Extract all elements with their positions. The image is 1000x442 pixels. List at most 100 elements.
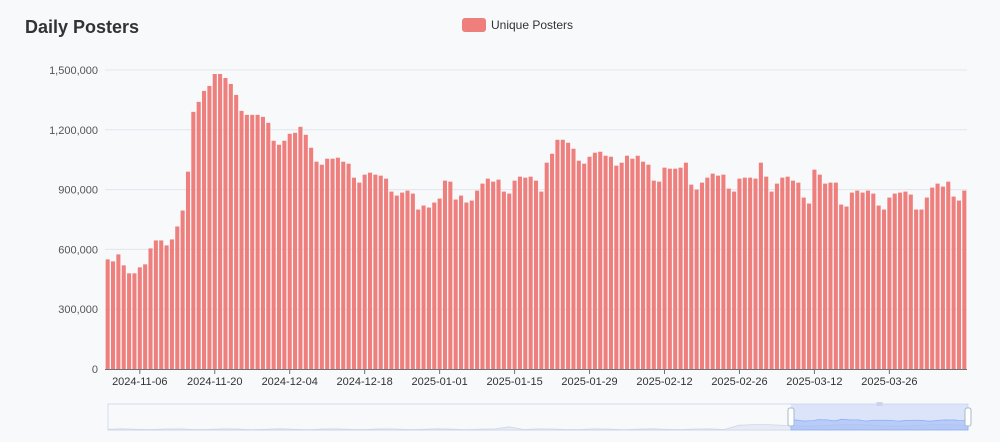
bar[interactable] bbox=[191, 111, 196, 370]
bar[interactable] bbox=[598, 151, 603, 369]
bar[interactable] bbox=[694, 189, 699, 369]
bar[interactable] bbox=[833, 182, 838, 369]
bar[interactable] bbox=[110, 261, 116, 369]
bar[interactable] bbox=[362, 174, 367, 369]
legend-item-unique-posters[interactable]: Unique Posters bbox=[462, 18, 573, 32]
bar[interactable] bbox=[373, 174, 378, 369]
bar[interactable] bbox=[662, 167, 667, 369]
bar[interactable] bbox=[560, 139, 565, 369]
zoom-selection-window[interactable] bbox=[791, 404, 968, 430]
bar[interactable] bbox=[956, 200, 962, 369]
bar[interactable] bbox=[732, 191, 737, 369]
bar[interactable] bbox=[962, 190, 967, 369]
bar[interactable] bbox=[244, 114, 249, 369]
bar[interactable] bbox=[624, 155, 630, 369]
bar[interactable] bbox=[576, 160, 581, 369]
bar[interactable] bbox=[180, 210, 185, 369]
bar[interactable] bbox=[453, 199, 458, 369]
zoom-move-handle[interactable] bbox=[876, 402, 883, 406]
bar[interactable] bbox=[314, 161, 319, 369]
bar[interactable] bbox=[716, 175, 721, 369]
bar[interactable] bbox=[807, 203, 812, 369]
bar[interactable] bbox=[881, 209, 887, 369]
bar[interactable] bbox=[914, 209, 919, 369]
bar[interactable] bbox=[116, 254, 121, 369]
bar[interactable] bbox=[860, 192, 865, 369]
bar[interactable] bbox=[603, 155, 608, 369]
bar[interactable] bbox=[699, 182, 705, 369]
bar[interactable] bbox=[641, 161, 646, 369]
bar[interactable] bbox=[480, 183, 485, 369]
bar[interactable] bbox=[137, 267, 142, 369]
bar[interactable] bbox=[844, 206, 849, 369]
bar[interactable] bbox=[523, 177, 528, 369]
bar[interactable] bbox=[416, 209, 421, 369]
bar[interactable] bbox=[378, 175, 383, 369]
bar[interactable] bbox=[169, 239, 174, 369]
bar[interactable] bbox=[207, 85, 212, 370]
bar[interactable] bbox=[651, 180, 656, 369]
bar[interactable] bbox=[517, 176, 522, 369]
bar[interactable] bbox=[823, 183, 828, 369]
bar[interactable] bbox=[742, 177, 747, 369]
bar[interactable] bbox=[319, 164, 324, 369]
bar[interactable] bbox=[887, 197, 892, 369]
bar[interactable] bbox=[812, 169, 817, 369]
bar[interactable] bbox=[351, 177, 356, 369]
bar[interactable] bbox=[260, 116, 265, 370]
bar[interactable] bbox=[491, 181, 496, 369]
bar[interactable] bbox=[673, 168, 678, 369]
bar[interactable] bbox=[619, 162, 624, 369]
bar[interactable] bbox=[384, 178, 389, 369]
bar[interactable] bbox=[148, 248, 153, 369]
bar[interactable] bbox=[550, 153, 555, 369]
bar[interactable] bbox=[630, 158, 635, 369]
bar[interactable] bbox=[501, 191, 506, 369]
bar[interactable] bbox=[871, 193, 876, 369]
bar[interactable] bbox=[512, 180, 517, 369]
bar[interactable] bbox=[898, 192, 903, 369]
bar[interactable] bbox=[764, 176, 769, 369]
bar[interactable] bbox=[330, 158, 335, 369]
bar[interactable] bbox=[855, 190, 860, 369]
bar[interactable] bbox=[801, 197, 806, 369]
bar[interactable] bbox=[892, 193, 897, 369]
bar[interactable] bbox=[271, 140, 276, 369]
bar[interactable] bbox=[223, 77, 228, 370]
bar[interactable] bbox=[705, 177, 710, 369]
bar[interactable] bbox=[614, 165, 619, 369]
bar[interactable] bbox=[528, 176, 533, 369]
bar[interactable] bbox=[159, 240, 164, 369]
bar[interactable] bbox=[748, 177, 753, 369]
bar[interactable] bbox=[587, 156, 592, 369]
bar[interactable] bbox=[726, 188, 731, 369]
bar[interactable] bbox=[758, 162, 763, 369]
bar[interactable] bbox=[839, 204, 844, 369]
bar[interactable] bbox=[218, 73, 223, 369]
bar[interactable] bbox=[876, 205, 881, 369]
bar[interactable] bbox=[105, 259, 110, 369]
bar[interactable] bbox=[410, 193, 415, 369]
bar[interactable] bbox=[780, 177, 785, 369]
bar[interactable] bbox=[437, 198, 442, 369]
bar[interactable] bbox=[143, 264, 148, 369]
zoom-handle-left[interactable] bbox=[787, 407, 795, 427]
bar[interactable] bbox=[164, 245, 169, 369]
bar[interactable] bbox=[774, 183, 779, 369]
bar[interactable] bbox=[924, 197, 929, 369]
bar[interactable] bbox=[212, 73, 217, 369]
bar[interactable] bbox=[951, 196, 956, 369]
bar[interactable] bbox=[828, 182, 833, 369]
bar[interactable] bbox=[469, 200, 474, 369]
zoom-handle-right[interactable] bbox=[964, 407, 972, 427]
bar[interactable] bbox=[485, 178, 490, 369]
bar[interactable] bbox=[448, 181, 453, 369]
bar[interactable] bbox=[293, 132, 298, 369]
bar[interactable] bbox=[282, 140, 287, 369]
bar[interactable] bbox=[325, 158, 330, 369]
bar[interactable] bbox=[367, 172, 373, 369]
bar[interactable] bbox=[544, 162, 549, 369]
bar[interactable] bbox=[357, 182, 362, 369]
bar[interactable] bbox=[667, 168, 672, 369]
bar[interactable] bbox=[459, 195, 464, 369]
